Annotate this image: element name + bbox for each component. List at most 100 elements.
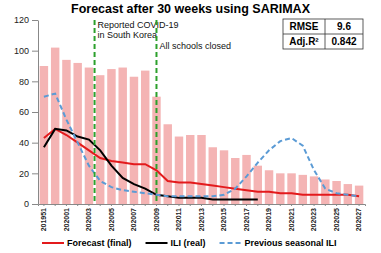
annotation-text: All schools closed xyxy=(159,41,231,51)
bar xyxy=(265,170,273,204)
y-tick-label: 60 xyxy=(19,107,29,117)
table-frame xyxy=(283,19,363,49)
y-tick-mark xyxy=(32,51,38,52)
y-tick: 20 xyxy=(19,169,38,179)
x-tick: 202011 xyxy=(175,204,182,231)
bar xyxy=(310,176,318,204)
x-tick-label: 202019 xyxy=(265,208,272,231)
table-cell: Adj.R² xyxy=(289,36,319,47)
y-tick-mark xyxy=(32,81,38,82)
x-tick xyxy=(122,204,123,206)
y-tick: 40 xyxy=(19,138,38,148)
line xyxy=(44,94,359,197)
stats-table: RMSE 9.6 Adj.R² 0.842 xyxy=(283,19,363,49)
x-tick-label: 201951 xyxy=(40,208,47,231)
bar xyxy=(51,48,59,204)
x-tick: 201951 xyxy=(40,204,47,231)
bar xyxy=(164,124,172,204)
x-tick-mark xyxy=(291,204,292,206)
x-tick-label: 202011 xyxy=(175,208,182,231)
x-tick: 202009 xyxy=(153,204,160,231)
y-tick: 0 xyxy=(24,199,38,209)
x-tick-label: 202027 xyxy=(355,208,362,231)
x-tick: 202025 xyxy=(333,204,340,231)
y-tick: 120 xyxy=(14,15,38,25)
x-tick-mark xyxy=(201,204,202,206)
table-cell: RMSE xyxy=(290,21,319,32)
x-tick xyxy=(145,204,146,206)
x-tick xyxy=(325,204,326,206)
x-tick-mark xyxy=(111,204,112,206)
y-tick-label: 0 xyxy=(24,199,29,209)
x-tick xyxy=(235,204,236,206)
x-tick: 202023 xyxy=(310,204,317,231)
x-tick-mark xyxy=(88,204,89,206)
bar xyxy=(276,173,284,204)
x-tick-mark xyxy=(100,204,101,206)
x-tick-mark xyxy=(302,204,303,206)
table-cell: 9.6 xyxy=(337,21,351,32)
y-axis: 020406080100120 xyxy=(14,15,39,209)
bar xyxy=(96,75,104,204)
plot-area xyxy=(40,48,364,204)
y-tick-mark xyxy=(32,204,38,205)
x-axis-line xyxy=(39,205,366,207)
x-tick-mark xyxy=(77,204,78,206)
x-tick-mark xyxy=(347,204,348,206)
x-tick-mark xyxy=(167,204,168,206)
x-tick-label: 202023 xyxy=(310,208,317,231)
legend-swatch xyxy=(220,242,242,244)
x-tick-label: 202005 xyxy=(108,208,115,231)
annotation-line xyxy=(94,20,96,204)
x-tick-mark xyxy=(66,204,67,206)
y-tick: 100 xyxy=(14,46,38,56)
legend-label: ILI (real) xyxy=(171,238,206,248)
chart: Forecast after 30 weeks using SARIMAX 0 20… xyxy=(0,0,381,253)
y-tick-mark xyxy=(32,20,38,21)
bar xyxy=(197,135,205,204)
x-tick: 202005 xyxy=(108,204,115,231)
annotation-line xyxy=(155,20,157,204)
x-tick-mark xyxy=(269,204,270,206)
x-tick-mark xyxy=(156,204,157,206)
y-tick-label: 40 xyxy=(19,138,29,148)
bar xyxy=(175,137,183,204)
x-tick xyxy=(190,204,191,206)
x-tick-label: 202009 xyxy=(153,208,160,231)
x-tick: 202015 xyxy=(220,204,227,231)
y-tick-label: 120 xyxy=(14,15,29,25)
legend: Forecast (final)ILI (real)Previous seaso… xyxy=(42,238,337,248)
y-tick: 60 xyxy=(19,107,38,117)
x-tick xyxy=(212,204,213,206)
bar xyxy=(107,69,115,204)
legend-label: Previous seasonal ILI xyxy=(245,238,337,248)
x-tick-mark xyxy=(246,204,247,206)
table-divider xyxy=(283,34,363,35)
x-tick-mark xyxy=(359,204,360,206)
x-tick-mark xyxy=(122,204,123,206)
bar xyxy=(299,175,307,204)
x-tick-label: 202001 xyxy=(63,208,70,231)
line xyxy=(44,129,258,200)
x-tick-label: 202025 xyxy=(333,208,340,231)
bar xyxy=(85,68,93,204)
x-tick-mark xyxy=(178,204,179,206)
bar xyxy=(231,158,239,204)
x-tick-label: 202021 xyxy=(288,208,295,231)
x-tick-mark xyxy=(190,204,191,206)
y-tick-mark xyxy=(32,173,38,174)
table-cell: 0.842 xyxy=(331,36,356,47)
x-tick xyxy=(257,204,258,206)
x-tick-mark xyxy=(257,204,258,206)
bar xyxy=(321,179,329,204)
title: Forecast after 30 weeks using SARIMAX xyxy=(71,2,311,16)
x-tick: 202027 xyxy=(355,204,362,231)
x-tick: 202001 xyxy=(63,204,70,231)
legend-swatch xyxy=(42,242,64,244)
annotation-text: Reported COVID-19 xyxy=(98,20,179,30)
y-tick-mark xyxy=(32,112,38,113)
x-tick xyxy=(77,204,78,206)
y-tick-label: 100 xyxy=(14,46,29,56)
y-tick-label: 20 xyxy=(19,169,29,179)
bar xyxy=(73,63,81,204)
